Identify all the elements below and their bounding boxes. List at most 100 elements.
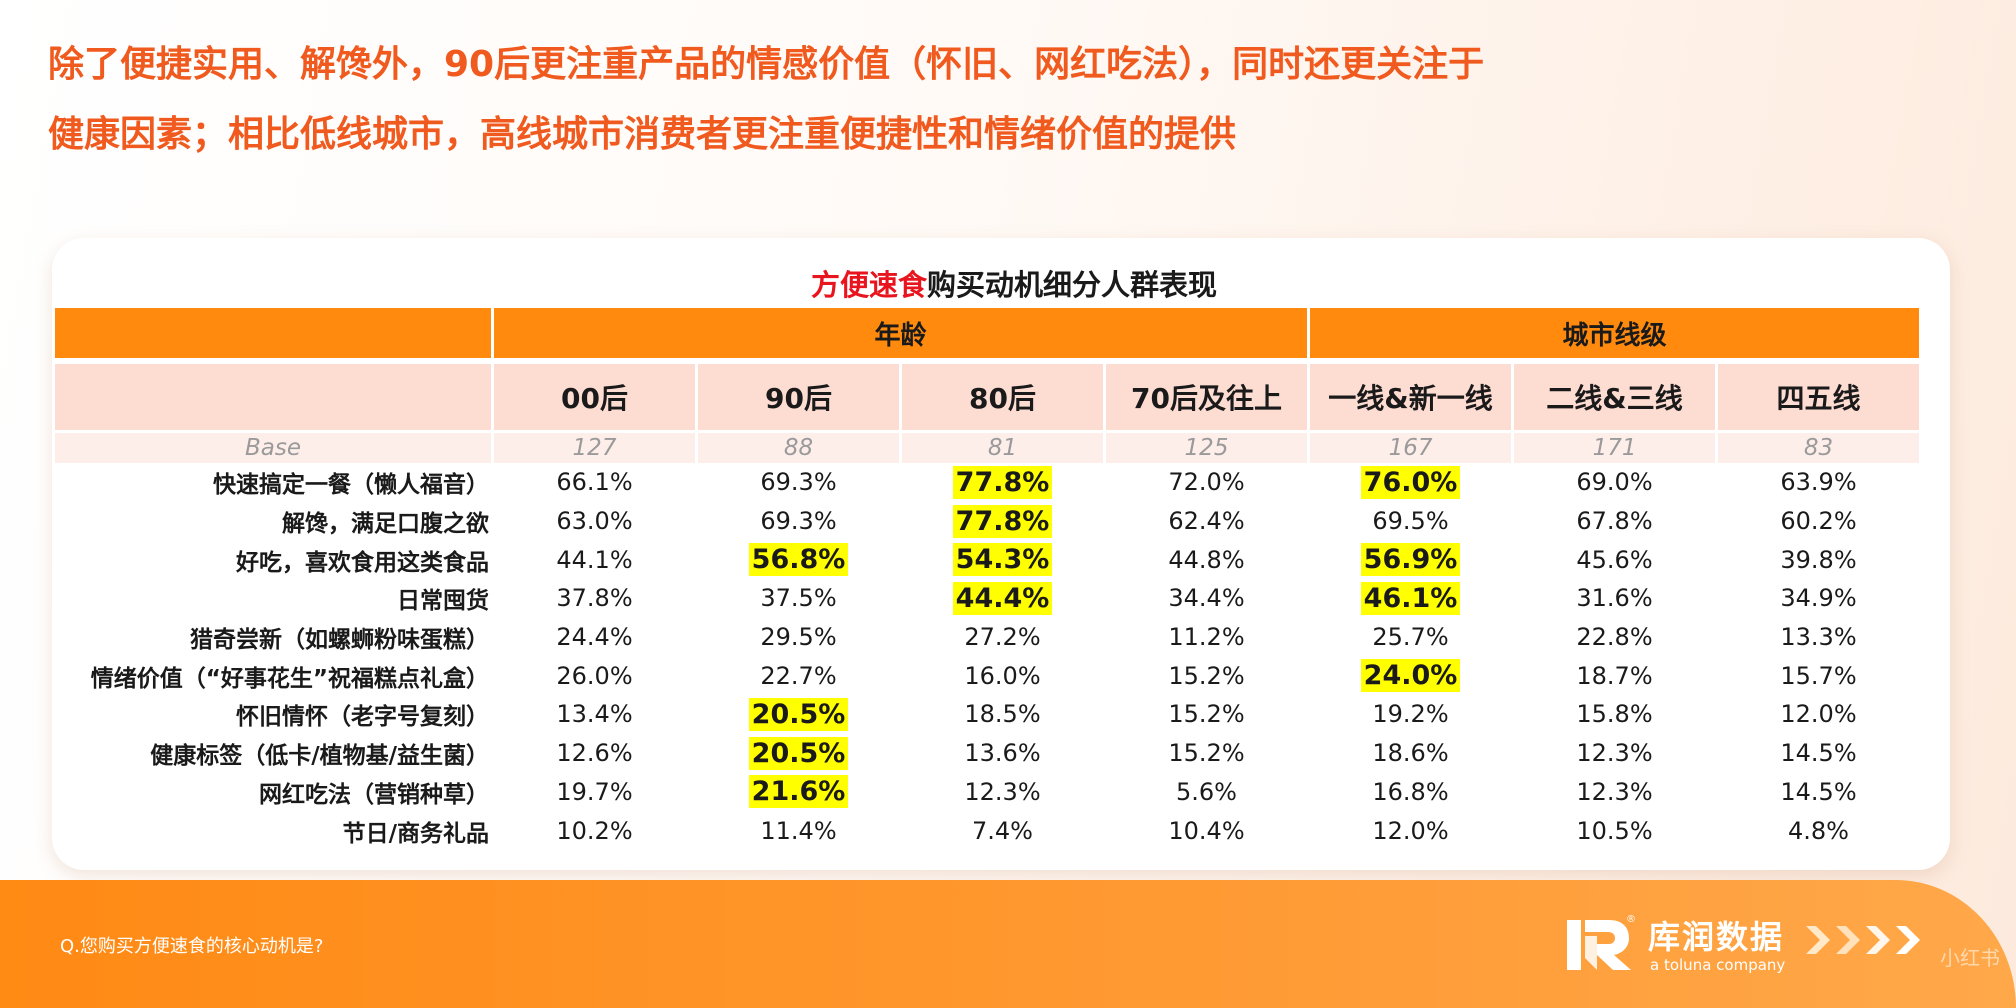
highlighted-value: 77.8% xyxy=(952,504,1053,538)
table-cell: 12.3% xyxy=(1576,739,1653,768)
table-cell: 22.8% xyxy=(1576,623,1653,652)
table-cell: 37.8% xyxy=(556,584,633,613)
table-cell: 69.0% xyxy=(1576,468,1653,497)
row-label: 解馋，满足口腹之欲 xyxy=(282,511,489,538)
table-cell: 10.5% xyxy=(1576,816,1653,845)
table-cell: 12.0% xyxy=(1372,816,1449,845)
highlighted-value: 54.3% xyxy=(952,543,1053,577)
row-label: 情绪价值（“好事花生”祝福糕点礼盒） xyxy=(90,665,489,692)
table-cell: 54.3% xyxy=(902,540,1103,579)
motivation-table: 年龄 城市线级 00后 90后 80后 70后及往上 一线&新一线 二线&三线 四五线 Base 1… xyxy=(52,308,1922,850)
highlighted-value: 56.9% xyxy=(1360,543,1461,577)
table-cell: 56.9% xyxy=(1310,540,1511,579)
group-header: 城市线级 xyxy=(1310,308,1920,364)
table-cell: 20.5% xyxy=(698,695,899,734)
row-label: 猎奇尝新（如螺蛳粉味蛋糕） xyxy=(190,627,489,654)
table-cell: 66.1% xyxy=(556,468,633,497)
column-header: 90后 xyxy=(698,364,899,433)
survey-question: Q.您购买方便速食的核心动机是? xyxy=(60,936,324,957)
table-title-accent: 方便速食 xyxy=(810,268,927,302)
table-cell: 69.3% xyxy=(760,468,837,497)
table-cell: 14.5% xyxy=(1780,777,1857,806)
highlighted-value: 77.8% xyxy=(952,465,1053,499)
base-row: Base 127 88 81 125 167 171 83 xyxy=(55,433,1920,463)
table-cell: 22.7% xyxy=(760,661,837,690)
table-cell: 69.5% xyxy=(1372,507,1449,536)
table-cell: 29.5% xyxy=(760,623,837,652)
table-cell: 14.5% xyxy=(1780,739,1857,768)
table-row: 日常囤货 37.8% 37.5% 44.4% 34.4% 46.1% 31.6% 34.9% xyxy=(55,579,1919,618)
table-row: 快速搞定一餐（懒人福音） 66.1% 69.3% 77.8% 72.0% 76.0% 69.… xyxy=(55,463,1919,502)
table-cell: 12.3% xyxy=(964,777,1041,806)
base-count: 83 xyxy=(1718,433,1920,463)
base-count: 127 xyxy=(494,433,695,463)
table-cell: 69.3% xyxy=(760,507,837,536)
brand-subtitle: a toluna company xyxy=(1650,956,1786,974)
table-cell: 77.8% xyxy=(902,463,1103,502)
table-cell: 34.9% xyxy=(1780,584,1857,613)
table-title-rest: 购买动机细分人群表现 xyxy=(927,268,1218,302)
table-cell: 18.7% xyxy=(1576,661,1653,690)
table-row: 情绪价值（“好事花生”祝福糕点礼盒） 26.0% 22.7% 16.0% 15.2% 24… xyxy=(55,656,1919,695)
table-cell: 60.2% xyxy=(1780,507,1857,536)
table-cell: 25.7% xyxy=(1372,623,1449,652)
table-row: 怀旧情怀（老字号复刻） 13.4% 20.5% 18.5% 15.2% 19.2% 15.8… xyxy=(55,695,1919,734)
table-card: 方便速食购买动机细分人群表现 年龄 城市线级 00后 90后 80后 70后及往上 一线&新… xyxy=(52,238,1950,870)
table-cell: 76.0% xyxy=(1310,463,1511,502)
base-count: 81 xyxy=(902,433,1103,463)
table-cell: 16.8% xyxy=(1372,777,1449,806)
table-cell: 13.3% xyxy=(1780,623,1857,652)
highlighted-value: 76.0% xyxy=(1360,465,1461,499)
row-label: 日常囤货 xyxy=(397,588,489,615)
table-cell: 45.6% xyxy=(1576,545,1653,574)
kurun-logo-icon xyxy=(1567,920,1631,970)
table-cell: 63.0% xyxy=(556,507,633,536)
table-row: 猎奇尝新（如螺蛳粉味蛋糕） 24.4% 29.5% 27.2% 11.2% 25.7% 22… xyxy=(55,618,1919,657)
table-cell: 12.6% xyxy=(556,739,633,768)
row-label: 健康标签（低卡/植物基/益生菌） xyxy=(150,743,489,770)
table-row: 节日/商务礼品 10.2% 11.4% 7.4% 10.4% 12.0% 10.5% 4.8% xyxy=(55,811,1919,850)
column-header-blank xyxy=(55,364,491,433)
table-cell: 19.7% xyxy=(556,777,633,806)
table-cell: 44.1% xyxy=(556,545,633,574)
group-header-row: 年龄 城市线级 xyxy=(55,308,1920,364)
table-cell: 15.7% xyxy=(1780,661,1857,690)
table-cell: 15.2% xyxy=(1168,661,1245,690)
table-row: 解馋，满足口腹之欲 63.0% 69.3% 77.8% 62.4% 69.5% 67.8% 6… xyxy=(55,502,1919,541)
table-cell: 15.8% xyxy=(1576,700,1653,729)
base-count: 88 xyxy=(698,433,899,463)
row-label: 怀旧情怀（老字号复刻） xyxy=(236,704,489,731)
base-label: Base xyxy=(55,433,491,463)
table-cell: 34.4% xyxy=(1168,584,1245,613)
table-cell: 46.1% xyxy=(1310,579,1511,618)
table-cell: 72.0% xyxy=(1168,468,1245,497)
table-cell: 63.9% xyxy=(1780,468,1857,497)
table-row: 健康标签（低卡/植物基/益生菌） 12.6% 20.5% 13.6% 15.2% 18.6… xyxy=(55,734,1919,773)
column-header: 二线&三线 xyxy=(1514,364,1716,433)
row-label: 节日/商务礼品 xyxy=(342,820,489,847)
table-row: 网红吃法（营销种草） 19.7% 21.6% 12.3% 5.6% 16.8% 12.3% 1… xyxy=(55,773,1919,812)
highlighted-value: 20.5% xyxy=(748,697,849,731)
highlighted-value: 21.6% xyxy=(748,775,849,809)
base-count: 125 xyxy=(1106,433,1308,463)
table-cell: 77.8% xyxy=(902,502,1103,541)
highlighted-value: 44.4% xyxy=(952,581,1053,615)
highlighted-value: 20.5% xyxy=(748,736,849,770)
highlighted-value: 56.8% xyxy=(748,543,849,577)
chevrons-right-icon xyxy=(1806,926,1920,954)
group-header: 年龄 xyxy=(494,308,1308,364)
table-cell: 44.4% xyxy=(902,579,1103,618)
table-cell: 10.4% xyxy=(1168,816,1245,845)
table-cell: 13.6% xyxy=(964,739,1041,768)
row-label: 网红吃法（营销种草） xyxy=(259,781,489,808)
brand-name: 库润数据 xyxy=(1648,918,1785,956)
footer-bar: Q.您购买方便速食的核心动机是? ® 库润数据 a toluna company… xyxy=(0,880,2016,1008)
table-cell: 11.4% xyxy=(760,816,837,845)
table-cell: 37.5% xyxy=(760,584,837,613)
headline: 除了便捷实用、解馋外，90后更注重产品的情感价值（怀旧、网红吃法），同时还更关注… xyxy=(48,44,1485,155)
table-cell: 24.4% xyxy=(556,623,633,652)
table-cell: 11.2% xyxy=(1168,623,1245,652)
group-header-blank xyxy=(55,308,491,364)
table-cell: 13.4% xyxy=(556,700,633,729)
table-cell: 39.8% xyxy=(1780,545,1857,574)
